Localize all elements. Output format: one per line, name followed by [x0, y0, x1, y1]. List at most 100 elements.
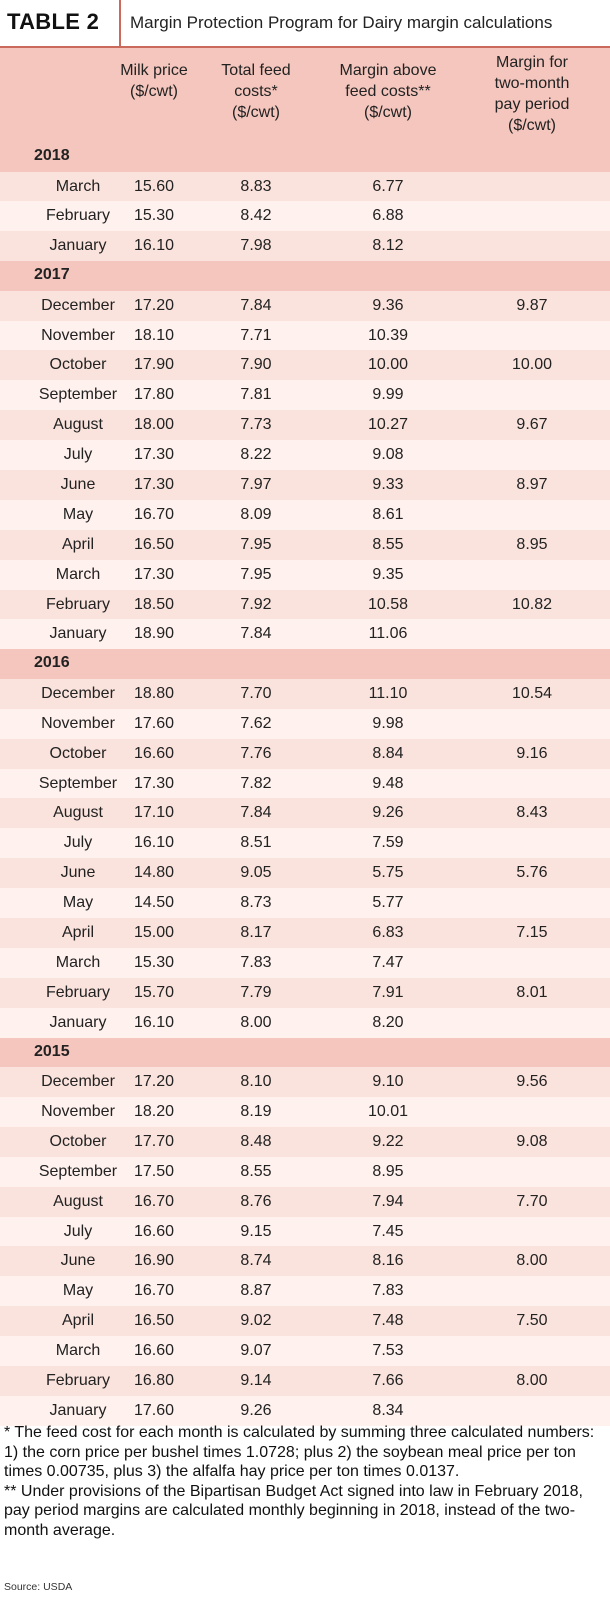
- table-row: March 15.60 8.83 6.77: [0, 171, 610, 202]
- margin-cell: 9.99: [372, 386, 404, 404]
- month-cell: July: [63, 446, 93, 464]
- milk-price-cell: 17.20: [133, 1073, 175, 1091]
- table-row: August 18.00 7.73 10.27 9.67: [0, 410, 610, 441]
- milk-price-cell: 16.50: [133, 1312, 175, 1330]
- table-row: June 17.30 7.97 9.33 8.97: [0, 470, 610, 500]
- pay-period-margin-cell: 9.08: [516, 1132, 548, 1150]
- pay-period-margin-cell: 7.70: [516, 1192, 548, 1210]
- margin-cell: 10.27: [367, 416, 409, 434]
- milk-price-cell: 15.30: [133, 953, 175, 971]
- month-cell: January: [49, 1013, 107, 1031]
- table-row: January 16.10 7.98 8.12: [0, 231, 610, 262]
- year-group-header: 2016: [0, 649, 610, 679]
- margin-cell: 11.10: [368, 684, 408, 702]
- margin-cell: 8.34: [372, 1401, 404, 1419]
- pay-period-margin-cell: 8.43: [516, 804, 548, 822]
- margin-table: Milk price ($/cwt) Total feed costs* ($/…: [0, 48, 610, 1426]
- month-cell: March: [55, 565, 101, 583]
- margin-cell: 5.75: [372, 864, 404, 882]
- table-row: January 18.90 7.84 11.06: [0, 619, 610, 650]
- table-row: December 17.20 8.10 9.10 9.56: [0, 1067, 610, 1097]
- feed-cost-cell: 9.05: [240, 864, 272, 882]
- milk-price-cell: 18.80: [133, 684, 175, 702]
- milk-price-cell: 16.10: [133, 834, 175, 852]
- milk-price-cell: 16.90: [133, 1252, 175, 1270]
- feed-cost-cell: 7.82: [240, 774, 272, 792]
- margin-cell: 7.48: [372, 1312, 404, 1330]
- table-number-label: TABLE 2: [7, 9, 100, 34]
- margin-cell: 9.35: [372, 565, 404, 583]
- margin-cell: 9.26: [372, 804, 404, 822]
- margin-cell: 10.00: [367, 356, 409, 374]
- margin-cell: 6.83: [372, 923, 404, 941]
- feed-cost-cell: 8.83: [240, 177, 272, 195]
- month-cell: August: [53, 804, 103, 822]
- month-cell: February: [45, 1371, 111, 1389]
- month-cell: April: [61, 923, 94, 941]
- month-cell: January: [49, 1401, 107, 1419]
- feed-cost-cell: 8.00: [240, 1013, 272, 1031]
- feed-cost-cell: 7.98: [240, 237, 272, 255]
- footnote-budget-act: ** Under provisions of the Bipartisan Bu…: [4, 1482, 583, 1539]
- pay-period-margin-cell: 8.00: [516, 1371, 548, 1389]
- milk-price-cell: 17.60: [133, 714, 175, 732]
- month-cell: November: [41, 326, 115, 344]
- margin-cell: 7.47: [372, 953, 404, 971]
- table-body: 2018 March 15.60 8.83 6.77 February 15.30 8.42 6…: [0, 142, 610, 1426]
- table-row: June 14.80 9.05 5.75 5.76: [0, 858, 610, 889]
- table-row: February 18.50 7.92 10.58 10.82: [0, 589, 610, 620]
- margin-cell: 9.22: [372, 1132, 404, 1150]
- feed-cost-cell: 8.51: [240, 834, 272, 852]
- year-group-header: 2018: [0, 142, 610, 172]
- feed-cost-cell: 7.76: [240, 744, 272, 762]
- year-label: 2015: [34, 1042, 70, 1060]
- month-cell: June: [60, 1252, 96, 1270]
- feed-cost-cell: 7.95: [240, 535, 272, 553]
- table-row: June 16.90 8.74 8.16 8.00: [0, 1246, 610, 1277]
- milk-price-cell: 17.50: [133, 1162, 175, 1180]
- month-cell: September: [38, 774, 118, 792]
- feed-cost-cell: 8.55: [240, 1162, 272, 1180]
- milk-price-cell: 17.30: [133, 565, 175, 583]
- margin-cell: 8.16: [372, 1252, 404, 1270]
- feed-cost-cell: 7.90: [240, 356, 272, 374]
- month-cell: November: [41, 714, 115, 732]
- year-label: 2016: [34, 654, 70, 672]
- margin-cell: 8.61: [372, 505, 404, 523]
- month-cell: February: [45, 207, 111, 225]
- feed-cost-cell: 7.73: [240, 416, 272, 434]
- margin-cell: 10.01: [367, 1102, 409, 1120]
- year-label: 2018: [34, 147, 70, 164]
- table-row: April 15.00 8.17 6.83 7.15: [0, 917, 610, 948]
- milk-price-cell: 16.70: [133, 505, 175, 523]
- feed-cost-cell: 8.17: [240, 923, 272, 941]
- table-row: February 16.80 9.14 7.66 8.00: [0, 1365, 610, 1396]
- margin-cell: 7.91: [372, 983, 404, 1001]
- pay-period-margin-cell: 9.87: [516, 296, 548, 314]
- feed-cost-cell: 7.84: [240, 625, 272, 643]
- feed-cost-cell: 7.92: [240, 595, 272, 613]
- month-cell: October: [49, 744, 107, 762]
- milk-price-cell: 18.50: [133, 595, 175, 613]
- milk-price-cell: 17.80: [133, 386, 175, 404]
- milk-price-cell: 17.20: [133, 296, 175, 314]
- table-header-row: Milk price ($/cwt) Total feed costs* ($/…: [0, 48, 610, 142]
- margin-cell: 7.94: [372, 1192, 404, 1210]
- milk-price-cell: 17.70: [133, 1132, 175, 1150]
- feed-cost-cell: 8.73: [240, 894, 272, 912]
- milk-price-cell: 16.60: [133, 744, 175, 762]
- milk-price-cell: 17.90: [133, 356, 175, 374]
- table-row: May 16.70 8.09 8.61: [0, 499, 610, 530]
- month-cell: July: [63, 1222, 93, 1240]
- table-row: December 17.20 7.84 9.36 9.87: [0, 290, 610, 321]
- milk-price-cell: 16.50: [133, 535, 175, 553]
- table-row: May 16.70 8.87 7.83: [0, 1276, 610, 1307]
- milk-price-cell: 16.60: [133, 1342, 175, 1360]
- table-row: February 15.30 8.42 6.88: [0, 201, 610, 232]
- margin-cell: 9.48: [372, 774, 404, 792]
- month-cell: September: [38, 386, 118, 404]
- month-cell: June: [60, 476, 96, 494]
- feed-cost-cell: 8.42: [240, 207, 272, 225]
- margin-cell: 8.84: [372, 744, 404, 762]
